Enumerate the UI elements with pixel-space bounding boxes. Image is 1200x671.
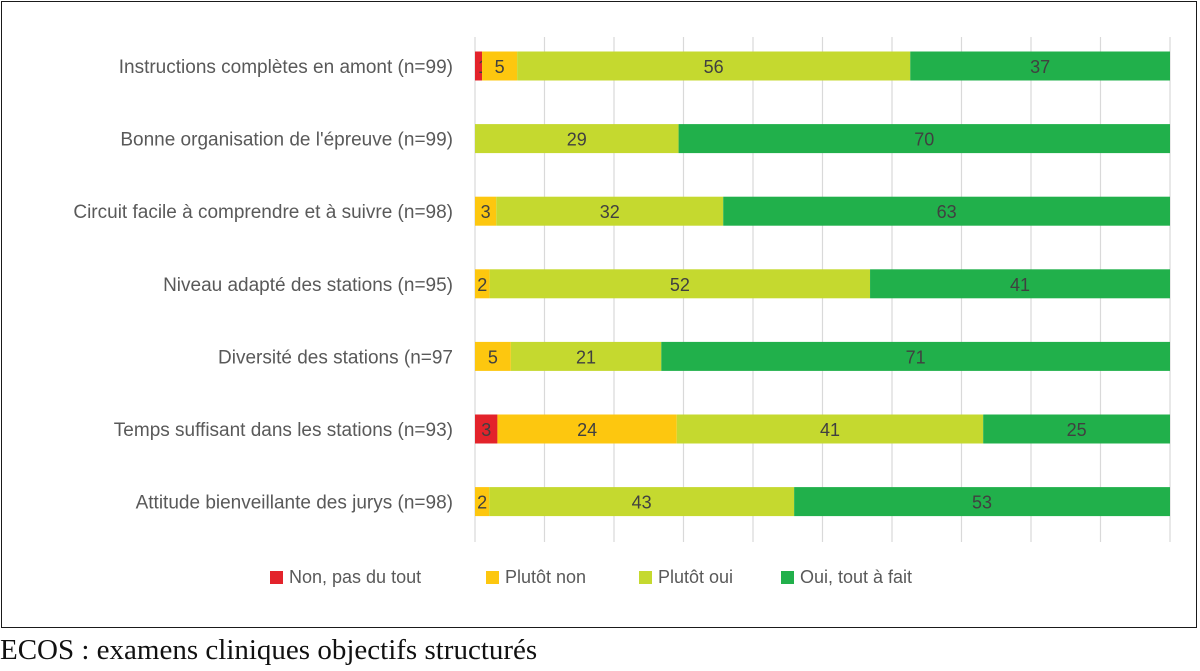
bar-segment [910, 51, 1170, 81]
category-label: Attitude bienveillante des jurys (n=98) [136, 493, 453, 514]
legend-label: Oui, tout à fait [800, 567, 912, 587]
bar-segment [475, 341, 511, 371]
legend-swatch [781, 571, 794, 584]
legend-swatch [270, 571, 283, 584]
data-label: 71 [906, 347, 926, 367]
legend-label: Plutôt oui [658, 567, 733, 587]
bar-segment [870, 269, 1170, 299]
bar-segment [676, 414, 984, 444]
category-label: Temps suffisant dans les stations (n=93) [114, 420, 453, 441]
legend-label: Non, pas du tout [289, 567, 421, 587]
legend: Non, pas du tout Plutôt non Plutôt oui Oui,… [270, 567, 912, 587]
category-labels: Instructions complètes en amont (n=99) Bo… [73, 57, 453, 514]
bar-segment [475, 196, 497, 226]
data-label: 5 [488, 347, 498, 367]
bar-segment [510, 341, 662, 371]
data-label: 52 [670, 275, 690, 295]
data-label: 56 [704, 57, 724, 77]
bar-segment [723, 196, 1170, 226]
data-label: 3 [481, 202, 491, 222]
bar-segment [794, 487, 1170, 517]
category-label: Niveau adapté des stations (n=95) [163, 275, 453, 296]
bar-segment [489, 487, 795, 517]
figure-caption: ECOS : examens cliniques objectifs struc… [0, 634, 538, 666]
data-label: 32 [600, 202, 620, 222]
bar-segment [482, 51, 518, 81]
data-label: 24 [577, 420, 597, 440]
data-label: 41 [1010, 275, 1030, 295]
chart-frame: 1556372970332632524152171324412524353 In… [1, 1, 1197, 628]
bar-segment [497, 414, 677, 444]
data-label: 5 [495, 57, 505, 77]
bar-segment [496, 196, 724, 226]
data-label: 37 [1030, 57, 1050, 77]
bar-segment [475, 487, 490, 517]
bar-segment [475, 269, 490, 299]
data-label: 25 [1067, 420, 1087, 440]
data-label: 70 [914, 130, 934, 150]
bar-segment [661, 341, 1170, 371]
bars: 1556372970332632524152171324412524353 [475, 51, 1170, 517]
category-label: Bonne organisation de l'épreuve (n=99) [120, 130, 453, 151]
data-label: 29 [567, 130, 587, 150]
bar-segment [489, 269, 871, 299]
legend-swatch [639, 571, 652, 584]
data-label: 41 [820, 420, 840, 440]
data-label: 2 [477, 493, 487, 513]
data-label: 43 [632, 493, 652, 513]
bar-segment [475, 414, 498, 444]
category-label: Circuit facile à comprendre et à suivre … [73, 202, 453, 223]
data-label: 63 [937, 202, 957, 222]
bar-segment [517, 51, 911, 81]
category-label: Instructions complètes en amont (n=99) [119, 57, 453, 78]
data-label: 21 [576, 347, 596, 367]
stacked-bar-chart: 1556372970332632524152171324412524353 In… [73, 37, 1171, 587]
legend-label: Plutôt non [505, 567, 586, 587]
bar-segment [475, 51, 483, 81]
data-label: 2 [477, 275, 487, 295]
data-label: 53 [972, 493, 992, 513]
bar-segment [475, 124, 679, 154]
bar-segment [983, 414, 1170, 444]
data-label: 3 [481, 420, 491, 440]
legend-swatch [486, 571, 499, 584]
bar-segment [678, 124, 1170, 154]
category-label: Diversité des stations (n=97 [218, 347, 453, 368]
